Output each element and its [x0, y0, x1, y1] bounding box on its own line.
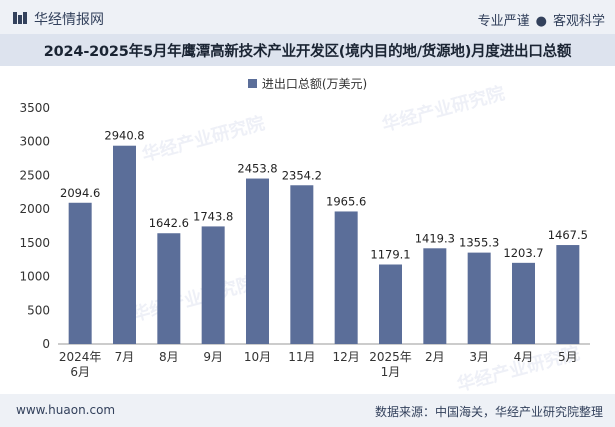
bar	[512, 262, 535, 344]
bar	[423, 248, 447, 344]
data-label: 2940.8	[104, 129, 144, 143]
x-tick-label: 2月	[425, 350, 445, 364]
footer-bar: www.huaon.com 数据来源：中国海关，华经产业研究院整理	[0, 394, 615, 427]
y-tick-label: 3000	[19, 135, 50, 149]
tagline: 专业严谨 ● 客观科学	[478, 10, 605, 29]
y-tick-label: 2000	[19, 202, 50, 216]
data-label: 1179.1	[370, 247, 410, 261]
data-label: 1965.6	[326, 194, 366, 208]
data-label: 2453.8	[237, 162, 277, 176]
bar	[157, 233, 181, 344]
bar	[334, 211, 358, 344]
bar	[379, 264, 402, 344]
tagline-separator: ●	[535, 14, 547, 29]
y-tick-label: 1500	[19, 236, 50, 250]
x-tick-label: 2025年	[369, 350, 412, 364]
y-tick-label: 3500	[19, 101, 50, 115]
chart-legend: 进出口总额(万美元)	[0, 75, 615, 92]
y-tick-label: 1000	[19, 270, 50, 284]
tagline-left: 专业严谨	[477, 14, 530, 29]
bar	[246, 178, 269, 344]
footer-source: 数据来源：中国海关，华经产业研究院整理	[374, 405, 603, 419]
bar	[290, 185, 314, 344]
x-tick-label: 3月	[469, 350, 489, 364]
chart-title: 2024-2025年5月年鹰潭高新技术产业开发区(境内目的地/货源地)月度进出口…	[43, 43, 572, 60]
data-label: 1203.7	[503, 246, 543, 260]
data-label: 1467.5	[548, 228, 588, 242]
x-tick-label: 7月	[115, 350, 135, 364]
brand-name[interactable]: 华经情报网	[34, 12, 104, 28]
x-tick-label: 2024年	[59, 350, 102, 364]
data-label: 1642.6	[149, 216, 189, 230]
data-label: 1743.8	[193, 209, 233, 223]
legend-label: 进出口总额(万美元)	[261, 77, 368, 91]
legend-swatch	[247, 79, 257, 88]
x-tick-label: 10月	[244, 350, 271, 364]
x-tick-label: 11月	[288, 350, 315, 364]
data-label: 2094.6	[60, 186, 100, 200]
x-tick-label: 1月	[381, 365, 401, 379]
footer-url[interactable]: www.huaon.com	[16, 403, 116, 417]
x-tick-label: 6月	[70, 365, 90, 379]
x-tick-label: 8月	[159, 350, 179, 364]
data-label: 1419.3	[415, 231, 455, 245]
top-bar: 华经情报网 专业严谨 ● 客观科学	[0, 0, 615, 34]
y-tick-label: 0	[42, 337, 50, 351]
logo-icon	[13, 12, 27, 24]
data-label: 1355.3	[459, 236, 499, 250]
title-bar: 2024-2025年5月年鹰潭高新技术产业开发区(境内目的地/货源地)月度进出口…	[0, 34, 615, 66]
tagline-right: 客观科学	[552, 14, 605, 29]
x-tick-label: 12月	[333, 350, 360, 364]
bar	[467, 252, 491, 344]
bar-chart: 0 500 1000 1500 2000 2500 3000 3500 2094.6 2024年6…	[19, 101, 590, 379]
bar	[556, 245, 580, 344]
y-tick-label: 500	[27, 303, 50, 317]
bar	[113, 145, 136, 344]
bar	[201, 226, 225, 344]
x-tick-label: 4月	[514, 350, 534, 364]
y-tick-label: 2500	[19, 168, 50, 182]
bar	[68, 202, 92, 344]
data-label: 2354.2	[282, 168, 322, 182]
x-tick-label: 9月	[203, 350, 223, 364]
x-tick-label: 5月	[558, 350, 578, 364]
